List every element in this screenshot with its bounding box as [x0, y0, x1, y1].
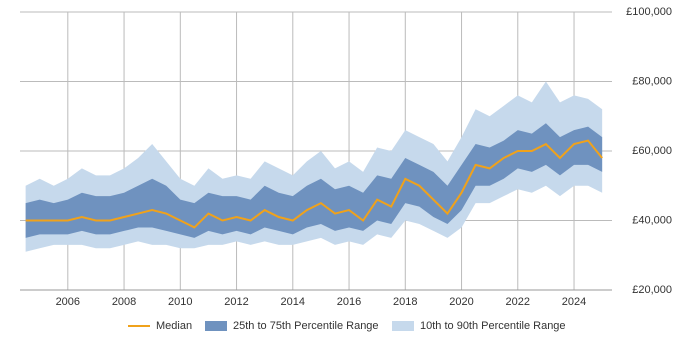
y-tick-label: £100,000	[626, 6, 672, 18]
median-line	[25, 139, 603, 229]
x-tick-label: 2020	[449, 296, 473, 308]
x-tick-label: 2010	[168, 296, 192, 308]
y-tick-label: £40,000	[632, 214, 672, 226]
legend-swatch	[392, 321, 414, 331]
y-tick-label: £80,000	[632, 75, 672, 87]
x-tick-label: 2008	[112, 296, 136, 308]
legend-label: 10th to 90th Percentile Range	[420, 320, 566, 332]
percentile-band	[25, 123, 603, 238]
legend-label: Median	[156, 320, 192, 332]
x-tick-label: 2024	[562, 296, 586, 308]
x-tick-label: 2014	[281, 296, 305, 308]
legend-swatch	[205, 321, 227, 331]
x-tick-label: 2018	[393, 296, 417, 308]
y-tick-label: £20,000	[632, 284, 672, 296]
y-tick-label: £60,000	[632, 145, 672, 157]
x-tick-label: 2022	[506, 296, 530, 308]
x-tick-label: 2006	[56, 296, 80, 308]
legend-label: 25th to 75th Percentile Range	[233, 320, 379, 332]
x-tick-label: 2012	[224, 296, 248, 308]
x-tick-label: 2016	[337, 296, 361, 308]
